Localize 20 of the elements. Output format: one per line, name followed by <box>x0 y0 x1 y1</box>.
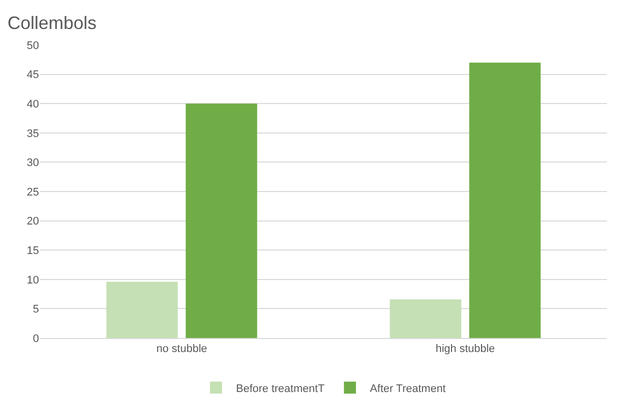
y-tick-label: 25 <box>26 186 39 198</box>
bar <box>186 104 258 338</box>
y-tick-label: 5 <box>32 304 39 316</box>
y-tick-label: 0 <box>32 332 39 345</box>
legend-label: Before treatmentT <box>236 382 325 395</box>
x-tick-label: high stubble <box>436 343 495 356</box>
y-tick-label: 15 <box>26 244 39 257</box>
y-tick-label: 50 <box>26 40 39 52</box>
y-tick-label: 45 <box>26 69 39 82</box>
y-tick-label: 10 <box>26 274 39 286</box>
x-tick-label: no stubble <box>156 343 208 356</box>
bar <box>106 282 178 338</box>
chart-title: Collembols <box>7 13 97 34</box>
y-tick-label: 20 <box>26 216 39 228</box>
legend-label: After Treatment <box>370 382 446 395</box>
y-tick-label: 30 <box>26 157 39 170</box>
bar <box>469 62 541 338</box>
y-tick-label: 40 <box>26 98 39 110</box>
bar <box>390 299 462 338</box>
y-tick-label: 35 <box>26 128 39 140</box>
